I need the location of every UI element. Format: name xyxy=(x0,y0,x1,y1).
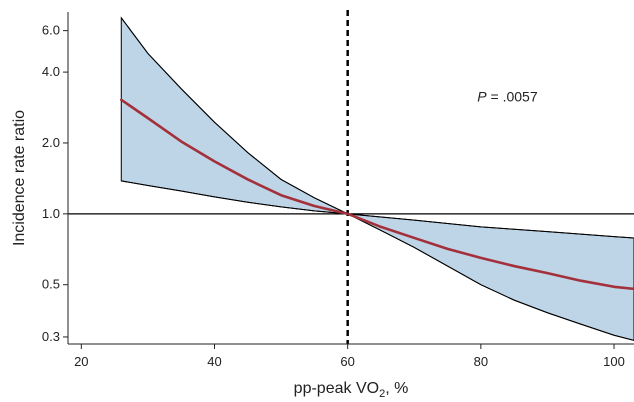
x-tick-label: 60 xyxy=(340,354,354,369)
confidence-band xyxy=(120,16,634,341)
y-axis-title: Incidence rate ratio xyxy=(11,110,28,246)
p-value-annotation-value: = .0057 xyxy=(487,89,538,105)
y-tick-label: 6.0 xyxy=(42,23,60,38)
p-value-annotation-symbol: P xyxy=(477,89,487,105)
x-tick-label: 80 xyxy=(474,354,488,369)
y-tick-label: 1.0 xyxy=(42,206,60,221)
series-line-estimate xyxy=(119,98,634,291)
y-tick-label: 0.3 xyxy=(42,329,60,344)
x-axis-title-main: pp-peak VO xyxy=(294,380,379,397)
p-value-annotation: P = .0057 xyxy=(477,89,538,105)
x-tick-label: 40 xyxy=(207,354,221,369)
x-tick-label: 100 xyxy=(603,354,625,369)
x-axis-title: pp-peak VO2, % xyxy=(294,380,409,400)
series-line-ci-lower xyxy=(121,180,634,341)
y-tick-label: 2.0 xyxy=(42,135,60,150)
y-tick-label: 4.0 xyxy=(42,64,60,79)
x-axis-title-subscript: 2 xyxy=(379,388,385,400)
y-tick-label: 0.5 xyxy=(42,277,60,292)
x-axis-title-suffix: , % xyxy=(385,380,408,397)
x-tick-label: 20 xyxy=(74,354,88,369)
series-line-ci-upper xyxy=(120,17,634,239)
